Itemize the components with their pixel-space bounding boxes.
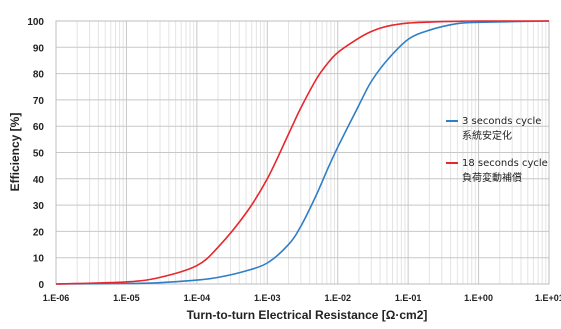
x-tick-label: 1.E+00 [464, 293, 493, 303]
x-tick-label: 1.E-04 [184, 293, 211, 303]
y-tick-label: 70 [33, 96, 45, 107]
y-tick-label: 30 [33, 201, 45, 212]
legend-sublabel-1: 系統安定化 [462, 129, 512, 142]
x-tick-label: 1.E-03 [254, 293, 281, 303]
plot-frame [55, 20, 550, 285]
y-tick-label: 20 [33, 227, 45, 238]
y-tick-label: 0 [38, 280, 44, 291]
x-tick-label: 1.E-06 [43, 293, 70, 303]
series-lines [55, 20, 550, 285]
series-line-1 [55, 20, 550, 285]
x-tick-label: 1.E-05 [113, 293, 140, 303]
legend-label-1: 3 seconds cycle [462, 116, 541, 127]
y-tick-label: 100 [27, 17, 44, 28]
legend: 3 seconds cycle 系統安定化 18 seconds cycle 負荷変動… [446, 116, 548, 184]
series-line-2 [55, 20, 549, 285]
legend-label-2: 18 seconds cycle [462, 158, 548, 169]
x-tick-label: 1.E-01 [395, 293, 422, 303]
grid [55, 20, 550, 285]
y-tick-label: 10 [33, 254, 45, 265]
y-tick-label: 50 [33, 149, 45, 160]
y-axis-title: Efficiency [%] [8, 113, 22, 192]
x-tick-labels: 1.E-06 1.E-05 1.E-04 1.E-03 1.E-02 1.E-01 1.E+… [43, 293, 561, 303]
x-tick-label: 1.E+01 [535, 293, 561, 303]
y-tick-label: 40 [33, 175, 45, 186]
x-axis-title: Turn-to-turn Electrical Resistance [Ω·cm… [187, 308, 428, 322]
y-tick-label: 90 [33, 43, 45, 54]
y-tick-label: 60 [33, 122, 45, 133]
y-tick-labels: 0 10 20 30 40 50 60 70 80 90 100 [27, 17, 44, 291]
y-tick-label: 80 [33, 70, 45, 81]
legend-sublabel-2: 負荷変動補償 [462, 171, 522, 184]
x-tick-label: 1.E-02 [324, 293, 351, 303]
